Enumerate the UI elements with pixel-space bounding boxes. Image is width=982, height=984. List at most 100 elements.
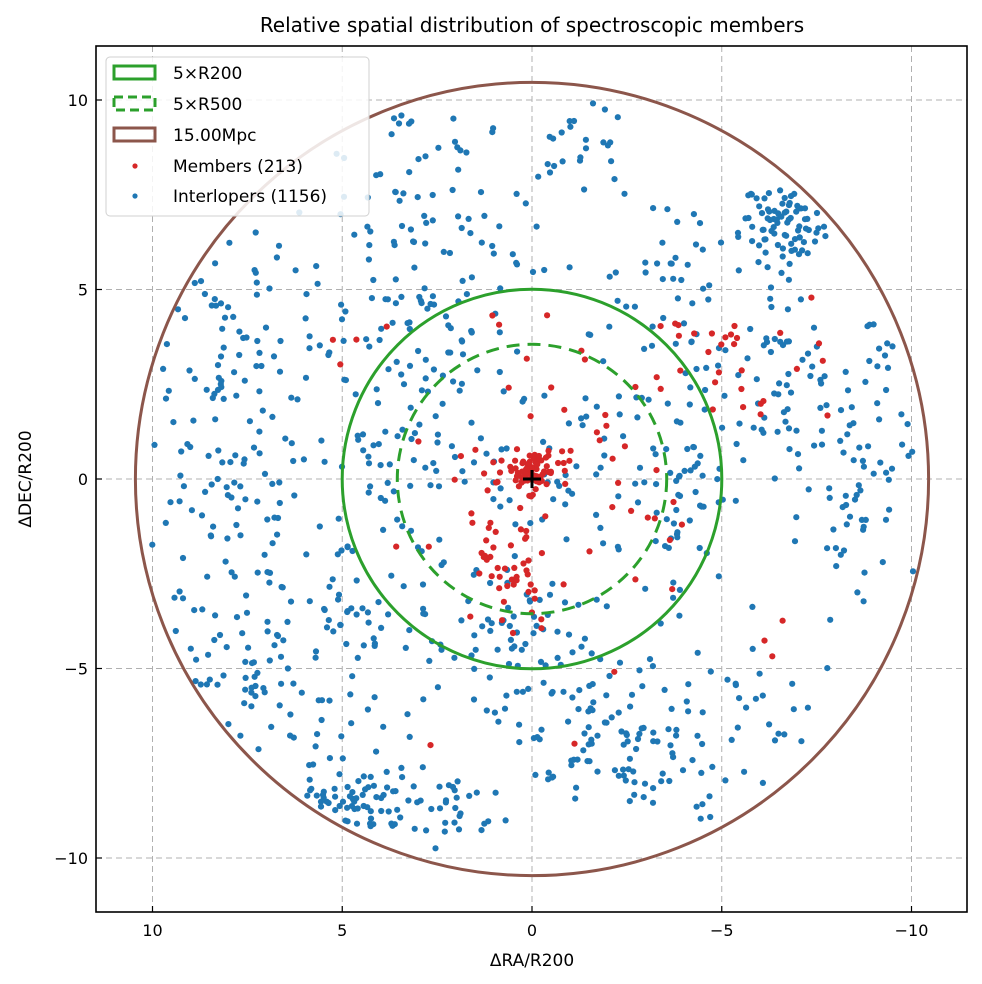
member-point <box>567 447 574 454</box>
member-point <box>731 341 738 348</box>
interloper-point <box>179 554 187 562</box>
interloper-point <box>477 189 485 196</box>
member-point <box>615 479 622 486</box>
interloper-point <box>668 705 675 713</box>
interloper-point <box>575 601 582 608</box>
interloper-point <box>590 699 597 706</box>
interloper-point <box>275 242 283 249</box>
interloper-point <box>329 576 336 583</box>
interloper-point <box>211 390 218 397</box>
interloper-point <box>456 812 463 820</box>
interloper-point <box>484 616 492 623</box>
interloper-point <box>284 665 291 672</box>
interloper-point <box>466 792 473 800</box>
interloper-point <box>220 344 227 351</box>
interloper-point <box>212 612 219 619</box>
interloper-point <box>225 721 232 728</box>
interloper-point <box>496 223 503 230</box>
interloper-point <box>360 773 367 780</box>
interloper-point <box>796 223 803 230</box>
interloper-point <box>675 491 682 498</box>
member-point <box>653 374 660 381</box>
interloper-point <box>208 533 215 540</box>
interloper-point <box>254 669 261 677</box>
interloper-point <box>248 689 255 696</box>
interloper-point <box>214 681 221 688</box>
member-point <box>526 452 533 459</box>
interloper-point <box>848 404 855 411</box>
interloper-point <box>317 798 325 805</box>
y-tick-label: 10 <box>68 91 88 110</box>
interloper-point <box>694 732 701 739</box>
member-point <box>517 526 525 533</box>
interloper-point <box>347 691 354 698</box>
interloper-point <box>468 274 475 281</box>
interloper-point <box>601 452 608 459</box>
interloper-point <box>290 457 297 465</box>
interloper-point <box>452 804 459 812</box>
interloper-point <box>676 612 683 619</box>
interloper-point <box>217 381 224 388</box>
interloper-point <box>601 719 609 726</box>
interloper-point <box>744 355 751 362</box>
interloper-point <box>824 545 831 552</box>
interloper-point <box>349 673 356 680</box>
member-point <box>542 513 549 520</box>
interloper-point <box>400 381 408 388</box>
interloper-point <box>594 768 601 775</box>
interloper-point <box>534 734 541 741</box>
interloper-point <box>344 804 351 811</box>
x-tick-label: −10 <box>895 921 929 940</box>
interloper-point <box>767 348 775 356</box>
interloper-point <box>714 476 721 483</box>
member-point <box>815 340 823 347</box>
member-point <box>808 294 815 301</box>
interloper-point <box>430 301 438 308</box>
member-point <box>611 668 618 675</box>
member-point <box>761 637 768 644</box>
interloper-point <box>468 329 475 336</box>
member-point <box>538 616 545 623</box>
interloper-point <box>760 429 767 436</box>
interloper-point <box>584 758 591 765</box>
interloper-point <box>384 296 391 303</box>
interloper-point <box>178 448 185 455</box>
interloper-point <box>248 703 255 710</box>
interloper-point <box>191 607 198 614</box>
interloper-point <box>449 186 456 194</box>
interloper-point <box>215 374 222 381</box>
interloper-point <box>277 653 285 660</box>
member-point <box>507 542 514 549</box>
interloper-point <box>314 280 321 287</box>
interloper-point <box>434 439 441 446</box>
interloper-point <box>253 279 260 286</box>
interloper-point <box>877 459 884 466</box>
interloper-point <box>741 768 748 775</box>
interloper-point <box>188 507 195 514</box>
interloper-point <box>640 794 647 801</box>
interloper-point <box>339 755 346 762</box>
interloper-point <box>749 238 756 245</box>
interloper-point <box>572 795 579 802</box>
interloper-point <box>652 451 659 458</box>
interloper-point <box>781 209 788 216</box>
member-point <box>490 544 497 551</box>
interloper-point <box>593 403 600 410</box>
interloper-point <box>587 705 594 712</box>
interloper-point <box>292 267 299 274</box>
interloper-point <box>511 643 518 650</box>
interloper-point <box>535 173 542 180</box>
interloper-point <box>264 516 271 523</box>
interloper-point <box>243 609 251 616</box>
interloper-point <box>222 558 229 565</box>
interloper-point <box>266 657 273 664</box>
member-point <box>425 543 432 550</box>
interloper-point <box>518 646 525 653</box>
interloper-point <box>783 382 790 389</box>
member-point <box>769 653 776 660</box>
interloper-point <box>365 619 372 626</box>
member-point <box>483 556 490 563</box>
interloper-point <box>496 368 503 376</box>
interloper-point <box>631 779 638 786</box>
interloper-point <box>545 769 552 776</box>
